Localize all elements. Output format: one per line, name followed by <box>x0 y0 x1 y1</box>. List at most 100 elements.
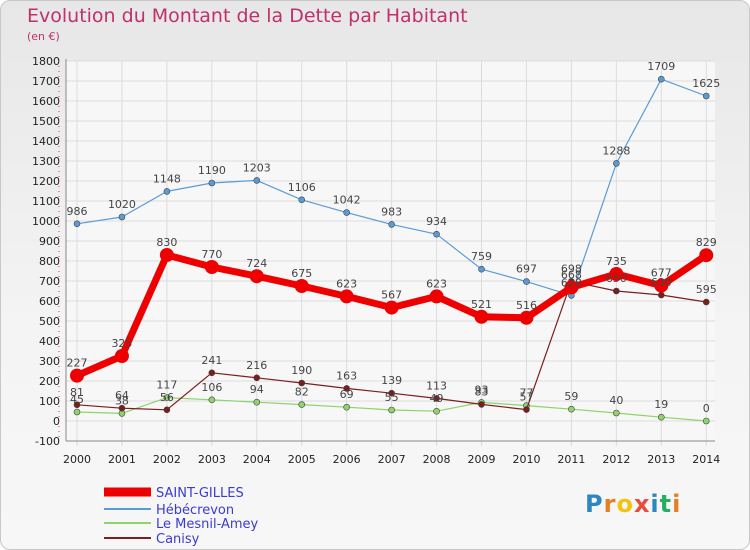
x-tick-label: 2004 <box>243 453 271 466</box>
series-point <box>702 298 710 306</box>
data-label: 1709 <box>647 60 675 73</box>
x-tick-label: 2014 <box>692 453 720 466</box>
series-point <box>73 401 81 409</box>
data-label: 57 <box>519 391 533 404</box>
data-label: 77 <box>519 387 533 400</box>
y-tick-label: 400 <box>39 335 60 348</box>
data-label: 45 <box>70 393 84 406</box>
series-point <box>163 406 171 414</box>
series-point <box>657 291 665 299</box>
series-point <box>433 395 440 402</box>
data-label: 93 <box>475 383 489 396</box>
y-tick-label: 100 <box>39 395 60 408</box>
data-label: 59 <box>564 390 578 403</box>
x-tick-label: 2000 <box>63 453 91 466</box>
series-point <box>609 267 624 281</box>
x-tick-label: 2001 <box>108 453 136 466</box>
x-tick-label: 2013 <box>647 453 675 466</box>
data-label: 986 <box>67 205 88 218</box>
data-label: 117 <box>156 379 177 392</box>
series-point <box>523 278 530 285</box>
data-label: 139 <box>381 374 402 387</box>
y-tick-label: 0 <box>53 415 60 428</box>
data-label: 0 <box>703 402 710 415</box>
data-label: 190 <box>291 364 312 377</box>
y-tick-label: 800 <box>39 255 60 268</box>
x-tick-label: 2009 <box>468 453 496 466</box>
series-point <box>253 398 261 406</box>
series-point <box>339 289 354 304</box>
y-tick-label: 1600 <box>32 95 60 108</box>
y-tick-label: 900 <box>39 235 60 248</box>
y-tick-label: 1800 <box>32 55 60 68</box>
series-point <box>388 221 395 228</box>
data-label: 325 <box>111 337 132 350</box>
data-label: 49 <box>430 392 444 405</box>
y-tick-label: 1400 <box>32 135 60 148</box>
data-label: 106 <box>201 381 222 394</box>
x-tick-label: 2008 <box>423 453 451 466</box>
series-point <box>613 287 620 295</box>
data-label: 521 <box>471 298 492 311</box>
data-label: 64 <box>115 389 129 402</box>
data-label: 94 <box>250 383 264 396</box>
series-point <box>253 374 261 382</box>
data-label: 1148 <box>153 172 181 185</box>
data-label: 735 <box>606 255 627 268</box>
y-tick-label: 1100 <box>32 195 60 208</box>
series-point <box>523 406 530 413</box>
series-point <box>384 300 399 315</box>
data-label: 724 <box>246 257 267 270</box>
series-point <box>478 401 485 408</box>
data-label: 830 <box>156 236 177 249</box>
data-label: 983 <box>381 205 402 218</box>
x-tick-label: 2007 <box>378 453 406 466</box>
series-point <box>208 179 216 187</box>
series-point <box>699 248 714 263</box>
series-point <box>343 385 350 392</box>
data-label: 69 <box>340 388 354 401</box>
logo-letter: i <box>650 490 660 518</box>
series-point <box>657 75 665 83</box>
data-label: 1625 <box>692 77 720 90</box>
y-tick-label: 700 <box>39 275 60 288</box>
data-label: 19 <box>654 398 668 411</box>
logo-letter: t <box>659 490 673 518</box>
legend-label: Le Mesnil-Amey <box>156 517 259 532</box>
legend-label: SAINT-GILLES <box>156 486 244 501</box>
data-label: 163 <box>336 369 357 382</box>
unit-label: (en €) <box>27 30 60 43</box>
series-point <box>388 406 395 414</box>
series-point <box>429 289 444 304</box>
data-label: 1288 <box>602 144 630 157</box>
series-point <box>163 394 171 401</box>
series-point <box>298 196 306 204</box>
series-point <box>657 413 665 421</box>
data-label: 38 <box>115 394 129 407</box>
plot-area <box>66 61 715 441</box>
data-label: 628 <box>561 276 582 289</box>
y-tick-label: 1500 <box>32 115 60 128</box>
data-label: 1042 <box>333 194 361 207</box>
y-tick-label: -100 <box>35 435 60 448</box>
series-point <box>163 188 171 195</box>
data-label: 567 <box>381 289 402 302</box>
data-label: 697 <box>516 263 537 276</box>
data-label: 668 <box>561 268 582 281</box>
logo-letter: x <box>633 490 651 518</box>
logo-letter: P <box>585 490 604 518</box>
data-label: 82 <box>295 386 309 399</box>
data-label: 675 <box>291 267 312 280</box>
data-label: 677 <box>651 267 672 280</box>
data-label: 81 <box>70 386 84 399</box>
chart-title: Evolution du Montant de la Dette par Hab… <box>27 5 468 27</box>
data-label: 623 <box>336 277 357 290</box>
y-tick-label: 600 <box>39 295 60 308</box>
series-point <box>564 280 579 295</box>
data-label: 1203 <box>243 161 271 174</box>
series-point <box>159 248 174 262</box>
series-point <box>478 265 485 273</box>
data-label: 241 <box>201 354 222 367</box>
